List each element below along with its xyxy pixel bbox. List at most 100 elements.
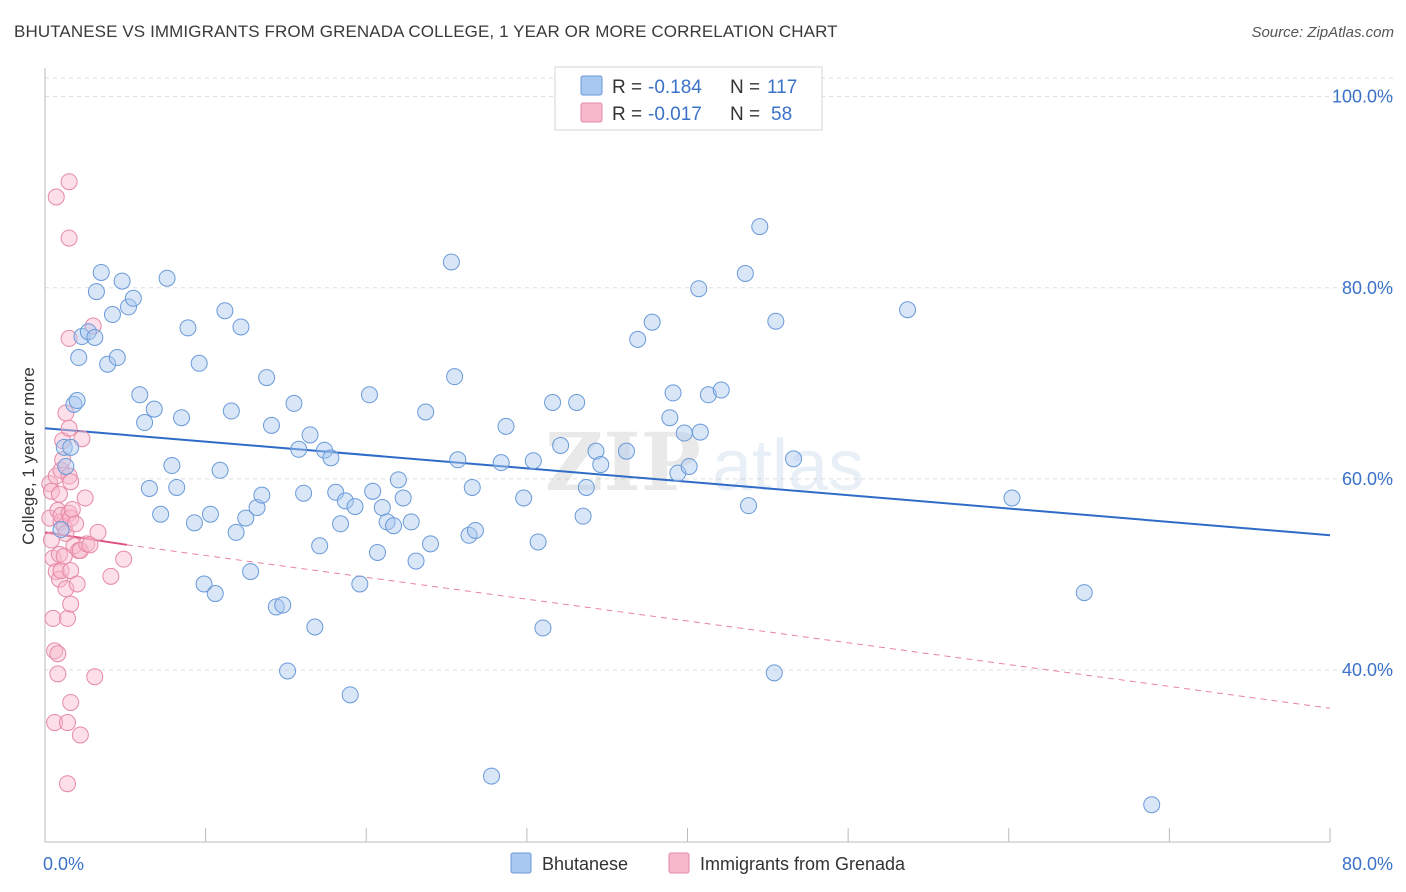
trend-lines bbox=[44, 427, 1331, 709]
data-point-grenada bbox=[49, 665, 67, 683]
data-point-bhutanese bbox=[327, 483, 345, 501]
data-point-bhutanese bbox=[295, 484, 313, 502]
data-point-bhutanese bbox=[463, 478, 481, 496]
y-tick-label: 40.0% bbox=[1342, 660, 1393, 680]
data-point-grenada bbox=[102, 567, 120, 585]
data-point-grenada bbox=[47, 188, 65, 206]
data-point-bhutanese bbox=[515, 489, 533, 507]
data-point-bhutanese bbox=[442, 253, 460, 271]
data-point-bhutanese bbox=[332, 515, 350, 533]
y-tick-label: 60.0% bbox=[1342, 469, 1393, 489]
data-point-grenada bbox=[42, 531, 60, 549]
data-point-bhutanese bbox=[262, 416, 280, 434]
data-point-bhutanese bbox=[195, 575, 213, 593]
data-point-bhutanese bbox=[206, 585, 224, 603]
data-point-bhutanese bbox=[552, 436, 570, 454]
data-point-grenada bbox=[57, 580, 75, 598]
data-point-bhutanese bbox=[311, 537, 329, 555]
data-point-bhutanese bbox=[629, 330, 647, 348]
data-point-grenada bbox=[89, 523, 107, 541]
data-point-bhutanese bbox=[55, 438, 73, 456]
data-point-bhutanese bbox=[140, 479, 158, 497]
data-point-grenada bbox=[52, 562, 70, 580]
x-tick-label: 0.0% bbox=[43, 854, 84, 874]
data-point-bhutanese bbox=[253, 486, 271, 504]
data-point-bhutanese bbox=[290, 440, 308, 458]
data-point-bhutanese bbox=[258, 369, 276, 387]
data-point-bhutanese bbox=[52, 521, 70, 539]
trend-line-bhutanese bbox=[44, 427, 1331, 537]
data-point-bhutanese bbox=[690, 280, 708, 298]
data-point-bhutanese bbox=[113, 272, 131, 290]
data-point-bhutanese bbox=[1143, 796, 1161, 814]
data-point-bhutanese bbox=[201, 505, 219, 523]
legend-r-label: R = bbox=[612, 77, 642, 98]
data-point-bhutanese bbox=[385, 517, 403, 535]
data-point-grenada bbox=[60, 329, 78, 347]
data-point-bhutanese bbox=[211, 461, 229, 479]
data-point-bhutanese bbox=[190, 354, 208, 372]
data-point-bhutanese bbox=[364, 482, 382, 500]
data-point-grenada bbox=[58, 609, 76, 627]
data-point-grenada bbox=[55, 518, 73, 536]
bottom-legend: Bhutanese Immigrants from Grenada bbox=[510, 852, 906, 874]
data-point-bhutanese bbox=[179, 319, 197, 337]
bottom-legend-label-bhutanese: Bhutanese bbox=[542, 854, 628, 874]
data-point-bhutanese bbox=[216, 302, 234, 320]
data-point-bhutanese bbox=[227, 523, 245, 541]
data-point-grenada bbox=[62, 473, 80, 491]
legend-n-label: N = bbox=[730, 77, 760, 98]
data-point-grenada bbox=[62, 509, 80, 527]
data-point-bhutanese bbox=[661, 409, 679, 427]
data-point-bhutanese bbox=[691, 423, 709, 441]
data-point-grenada bbox=[60, 173, 78, 191]
data-point-bhutanese bbox=[279, 662, 297, 680]
data-point-grenada bbox=[73, 430, 91, 448]
data-point-grenada bbox=[67, 515, 85, 533]
data-point-bhutanese bbox=[417, 403, 435, 421]
data-point-bhutanese bbox=[237, 509, 255, 527]
data-point-bhutanese bbox=[92, 263, 110, 281]
data-point-bhutanese bbox=[736, 264, 754, 282]
data-point-grenada bbox=[46, 642, 64, 660]
data-point-bhutanese bbox=[899, 301, 917, 319]
data-point-grenada bbox=[58, 714, 76, 732]
legend-r-label: R = bbox=[612, 104, 642, 125]
data-point-grenada bbox=[60, 467, 78, 485]
series-immigrants-from-grenada bbox=[41, 173, 133, 793]
data-point-grenada bbox=[62, 693, 80, 711]
y-axis-title: College, 1 year or more bbox=[19, 367, 38, 545]
data-point-bhutanese bbox=[483, 767, 501, 785]
data-point-bhutanese bbox=[152, 505, 170, 523]
data-point-bhutanese bbox=[592, 456, 610, 474]
data-point-grenada bbox=[76, 489, 94, 507]
data-point-bhutanese bbox=[664, 384, 682, 402]
data-point-bhutanese bbox=[163, 457, 181, 475]
data-point-bhutanese bbox=[765, 664, 783, 682]
chart-title: BHUTANESE VS IMMIGRANTS FROM GRENADA COL… bbox=[14, 22, 838, 41]
data-point-bhutanese bbox=[158, 269, 176, 287]
data-point-bhutanese bbox=[57, 457, 75, 475]
source-label: Source: ZipAtlas.com bbox=[1251, 24, 1394, 41]
data-point-bhutanese bbox=[306, 618, 324, 636]
data-point-grenada bbox=[71, 726, 89, 744]
data-point-bhutanese bbox=[232, 318, 250, 336]
bottom-legend-label-grenada: Immigrants from Grenada bbox=[700, 854, 906, 874]
data-point-bhutanese bbox=[568, 393, 586, 411]
data-point-bhutanese bbox=[185, 514, 203, 532]
data-point-grenada bbox=[71, 542, 89, 560]
watermark: ZIP atlas bbox=[545, 415, 864, 509]
data-point-bhutanese bbox=[534, 619, 552, 637]
legend-r-value: -0.184 bbox=[648, 77, 702, 98]
data-point-grenada bbox=[63, 500, 81, 518]
data-point-bhutanese bbox=[529, 533, 547, 551]
data-point-bhutanese bbox=[168, 478, 186, 496]
data-point-bhutanese bbox=[466, 521, 484, 539]
data-point-bhutanese bbox=[751, 218, 769, 236]
data-point-grenada bbox=[46, 714, 64, 732]
data-point-bhutanese bbox=[70, 349, 88, 367]
data-point-grenada bbox=[50, 570, 68, 588]
data-point-bhutanese bbox=[136, 414, 154, 432]
data-point-bhutanese bbox=[79, 323, 97, 341]
series-bhutanese bbox=[52, 218, 1161, 814]
